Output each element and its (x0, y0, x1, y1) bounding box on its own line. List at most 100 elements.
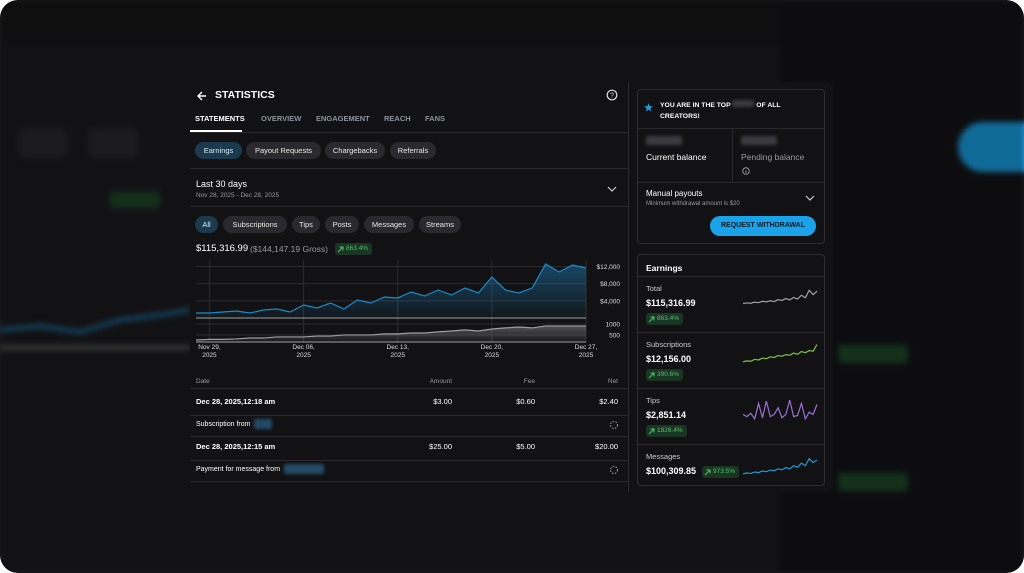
arrow (648, 428, 655, 434)
spinner (610, 421, 618, 429)
filter-chip[interactable]: Tips (292, 216, 320, 233)
x-tick-label: Dec 20, 2025 (480, 344, 504, 359)
chevron[interactable] (607, 186, 617, 193)
balance-label: Current balance (646, 152, 707, 162)
column-header: Amount (429, 378, 452, 385)
metric-amount: $115,316.99 (646, 298, 696, 308)
filter-chip[interactable]: Posts (325, 216, 359, 233)
change-badge: 390.6% (646, 369, 684, 381)
divider (190, 481, 628, 482)
earnings-card: Earnings Total $115,316.99 863.4% Subscript… (637, 254, 825, 486)
divider (638, 444, 824, 445)
tab[interactable]: OVERVIEW (261, 114, 302, 123)
bg-pill (18, 128, 68, 158)
change-badge: 863.4% (646, 313, 684, 325)
divider (732, 128, 733, 182)
divider (190, 206, 628, 207)
sub-tab[interactable]: Referrals (390, 142, 436, 159)
series-line (196, 263, 587, 314)
change-value: 863.4% (346, 245, 369, 252)
bg-button (958, 122, 1024, 172)
arrow (648, 372, 655, 378)
tab[interactable]: FANS (425, 114, 446, 123)
period-title[interactable]: Last 30 days (196, 179, 248, 189)
sparkline-path (742, 457, 818, 475)
row-fee: $0.60 (516, 397, 535, 406)
bg-badge (838, 473, 908, 491)
up-arrow (704, 469, 711, 475)
change-value: 1826.4% (657, 427, 683, 434)
tab[interactable]: REACH (384, 114, 411, 123)
x-tick-label: Dec 06, 2025 (292, 344, 315, 359)
sparkline-path (742, 399, 818, 421)
row-net: $20.00 (595, 442, 618, 451)
chevron[interactable] (805, 195, 815, 202)
change-badge: 863.4% (335, 243, 373, 255)
bg-pill (88, 128, 138, 158)
tab[interactable]: ENGAGEMENT (316, 114, 370, 123)
metric-label: Tips (646, 396, 660, 405)
sparkline (742, 399, 818, 421)
sub-tab[interactable]: Earnings (195, 142, 242, 159)
loading-icon (610, 421, 618, 429)
filter-chip[interactable]: All (195, 216, 218, 233)
tab[interactable]: STATEMENTS (195, 114, 245, 123)
hidden-name (284, 464, 324, 474)
info-icon[interactable] (742, 167, 750, 175)
divider (638, 388, 824, 389)
filter-chip[interactable]: Messages (364, 216, 414, 233)
arrow (704, 469, 711, 475)
column-header: Net (607, 378, 618, 385)
sub-tab[interactable]: Payout Requests (246, 142, 321, 159)
gross-total: ($144,147.19 Gross) (250, 244, 328, 254)
y-tick-label: $8,000 (600, 281, 620, 288)
up-arrow (648, 428, 655, 434)
metric-amount: $2,851.14 (646, 410, 687, 420)
help-icon[interactable]: ? (606, 89, 618, 101)
hidden-rank (732, 100, 755, 107)
row-description: Payment for message from (196, 466, 281, 473)
change-value: 973.5% (713, 468, 736, 475)
metric-label: Subscriptions (646, 340, 692, 349)
bg-badge (110, 192, 160, 208)
up-arrow (648, 316, 655, 322)
x-tick-label: Dec 27, 2025 (574, 344, 598, 359)
series-area (196, 263, 586, 318)
payouts-title: Manual payouts (646, 189, 703, 198)
filter-chip[interactable]: Subscriptions (223, 216, 287, 233)
period-range: Nov 28, 2025 - Dec 28, 2025 (196, 192, 280, 199)
withdraw-button[interactable]: REQUEST WITHDRAWAL (710, 216, 816, 236)
earnings-title: Earnings (646, 263, 683, 273)
up-arrow (648, 372, 655, 378)
metric-label: Total (646, 284, 662, 293)
row-net: $2.40 (599, 397, 618, 406)
y-tick-label: 500 (609, 332, 620, 339)
sub-tab[interactable]: Chargebacks (325, 142, 385, 159)
filter-chip[interactable]: Streams (419, 216, 461, 233)
change-value: 863.4% (657, 315, 680, 322)
divider (190, 168, 628, 169)
row-date: Dec 28, 2025,12:15 am (196, 442, 276, 451)
row-fee: $5.00 (516, 442, 535, 451)
metric-amount: $12,156.00 (646, 354, 692, 364)
svg-text:?: ? (610, 93, 614, 100)
sparkline (742, 457, 818, 475)
divider (190, 436, 628, 437)
column-header: Date (196, 378, 210, 385)
tab-underline (190, 130, 242, 132)
divider (638, 182, 824, 183)
balance-label: Pending balance (741, 152, 805, 162)
x-tick-label: Nov 29, 2025 (198, 344, 221, 359)
rank-prefix: YOU ARE IN THE TOP (660, 102, 731, 109)
row-date: Dec 28, 2025,12:18 am (196, 397, 276, 406)
column-header: Fee (523, 378, 535, 385)
back-button[interactable] (196, 90, 208, 102)
divider (190, 460, 628, 461)
star-icon (644, 103, 653, 112)
divider (190, 388, 628, 389)
change-badge: 1826.4% (646, 425, 687, 437)
change-value: 390.6% (657, 371, 680, 378)
row-amount: $3.00 (433, 397, 452, 406)
balance-card: YOU ARE IN THE TOP OF ALL CREATORS! Curr… (637, 89, 825, 244)
